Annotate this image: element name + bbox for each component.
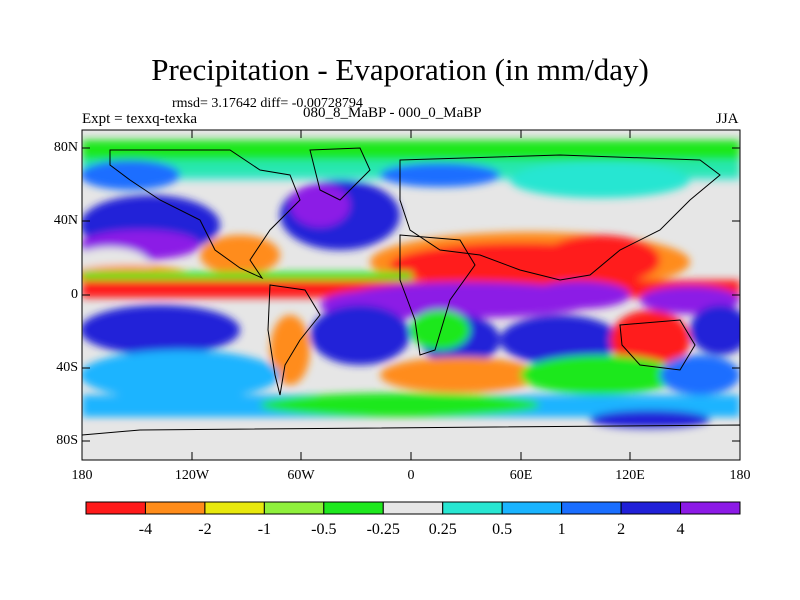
colorbar-swatch-0 — [85, 501, 146, 515]
lon-label-180e: 180 — [729, 468, 751, 483]
lon-label-60w: 60W — [287, 468, 315, 483]
colorbar-swatch-2 — [204, 501, 265, 515]
lat-label-40n: 40N — [53, 213, 78, 228]
colorbar-label-4: -0.25 — [366, 521, 400, 538]
coastlines — [82, 147, 740, 460]
colorbar-label-7: 1 — [557, 521, 566, 538]
colorbar-swatch-7 — [501, 501, 563, 515]
colorbar-label-8: 2 — [617, 521, 626, 538]
colorbar-swatch-6 — [442, 501, 503, 515]
colorbar-swatch-4 — [323, 501, 384, 515]
colorbar-swatch-1 — [144, 501, 206, 515]
colorbar — [85, 501, 741, 515]
experiment-label: Expt = texxq-texka — [82, 111, 198, 127]
colorbar-label-0: -4 — [138, 521, 153, 538]
rmsd-diff-subtitle: rmsd= 3.17642 diff= -0.00728794 — [172, 96, 363, 111]
comparison-label: 080_8_MaBP - 000_0_MaBP — [303, 105, 482, 121]
plot-title: Precipitation - Evaporation (in mm/day) — [151, 52, 649, 87]
lat-label-40s: 40S — [56, 360, 78, 375]
colorbar-label-1: -2 — [198, 521, 212, 538]
colorbar-swatch-8 — [561, 501, 622, 515]
season-label: JJA — [716, 111, 739, 127]
colorbar-label-6: 0.5 — [492, 521, 513, 538]
lon-label-180w: 180 — [71, 468, 93, 483]
colorbar-label-2: -1 — [257, 521, 272, 538]
lon-label-120w: 120W — [174, 468, 210, 483]
colorbar-label-3: -0.5 — [311, 521, 337, 538]
colorbar-swatch-5 — [382, 501, 444, 515]
lat-label-80n: 80N — [53, 140, 78, 155]
colorbar-swatch-3 — [263, 501, 325, 515]
colorbar-swatch-9 — [620, 501, 682, 515]
lon-label-60e: 60E — [509, 468, 533, 483]
lon-label-0: 0 — [407, 468, 415, 483]
colorbar-swatch-10 — [680, 501, 741, 515]
lat-label-0: 0 — [71, 287, 78, 302]
precip-evap-field — [82, 130, 740, 460]
lon-label-120e: 120E — [615, 468, 645, 483]
colorbar-label-9: 4 — [676, 521, 685, 538]
colorbar-label-5: 0.25 — [428, 521, 457, 538]
lat-label-80s: 80S — [56, 433, 78, 448]
